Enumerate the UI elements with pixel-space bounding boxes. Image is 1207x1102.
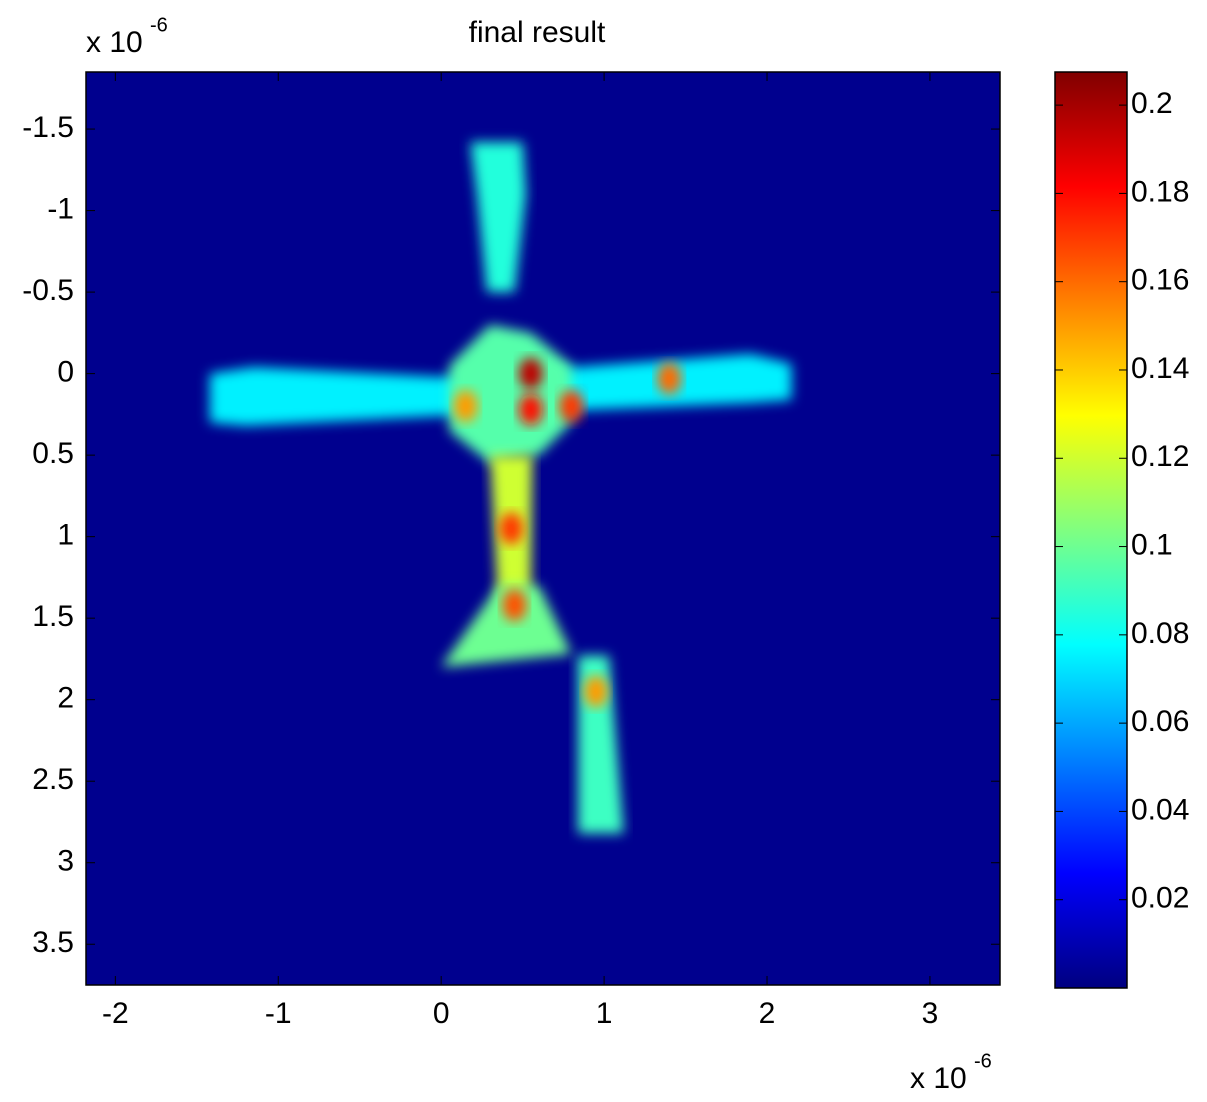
y-tick-label: -0.5 bbox=[22, 274, 74, 307]
colorbar-tick-label: 0.02 bbox=[1131, 882, 1189, 915]
y-tick-label: 3 bbox=[57, 845, 74, 878]
x-tick-label: 3 bbox=[922, 997, 939, 1030]
plot-area bbox=[86, 72, 1000, 985]
y-tick-label: 0.5 bbox=[32, 437, 74, 470]
colorbar-tick-label: 0.08 bbox=[1131, 617, 1189, 650]
y-exponent: -6 bbox=[150, 14, 168, 36]
colorbar bbox=[1054, 71, 1128, 989]
x-tick-label: 2 bbox=[759, 997, 776, 1030]
colorbar-tick-label: 0.16 bbox=[1131, 264, 1189, 297]
colorbar-tick-label: 0.06 bbox=[1131, 705, 1189, 738]
y-multiplier: x 10 bbox=[86, 26, 143, 59]
y-tick-label: 3.5 bbox=[32, 926, 74, 959]
hotspot bbox=[583, 675, 608, 708]
background bbox=[86, 72, 1000, 985]
chart-title: final result bbox=[469, 16, 606, 49]
hotspot bbox=[453, 390, 478, 423]
colorbar-tick-label: 0.2 bbox=[1131, 87, 1173, 120]
colorbar-tick-label: 0.14 bbox=[1131, 352, 1189, 385]
x-exponent: -6 bbox=[974, 1050, 992, 1072]
y-tick-label: 2.5 bbox=[32, 763, 74, 796]
y-tick-label: 0 bbox=[57, 356, 74, 389]
y-tick-label: 2 bbox=[57, 682, 74, 715]
colorbar-tick-label: 0.1 bbox=[1131, 528, 1173, 561]
hotspot bbox=[657, 362, 682, 395]
y-tick-label: 1 bbox=[57, 519, 74, 552]
hotspot bbox=[499, 512, 524, 545]
hotspot bbox=[502, 589, 527, 622]
colorbar-tick-label: 0.12 bbox=[1131, 440, 1189, 473]
axes-box bbox=[85, 71, 1001, 986]
y-tick-label: 1.5 bbox=[32, 600, 74, 633]
x-tick-label: -1 bbox=[265, 997, 292, 1030]
region bbox=[470, 142, 526, 293]
colorbar-tick-label: 0.04 bbox=[1131, 793, 1189, 826]
hotspot bbox=[518, 357, 543, 390]
x-tick-label: -2 bbox=[102, 997, 129, 1030]
hotspot bbox=[559, 390, 584, 423]
x-multiplier: x 10 bbox=[910, 1062, 967, 1095]
y-tick-label: -1.5 bbox=[22, 111, 74, 144]
region bbox=[441, 585, 572, 668]
region bbox=[449, 324, 572, 464]
x-tick-label: 1 bbox=[596, 997, 613, 1030]
hotspot bbox=[518, 393, 543, 426]
colorbar-tick-label: 0.18 bbox=[1131, 175, 1189, 208]
y-tick-label: -1 bbox=[47, 193, 74, 226]
x-tick-label: 0 bbox=[433, 997, 450, 1030]
